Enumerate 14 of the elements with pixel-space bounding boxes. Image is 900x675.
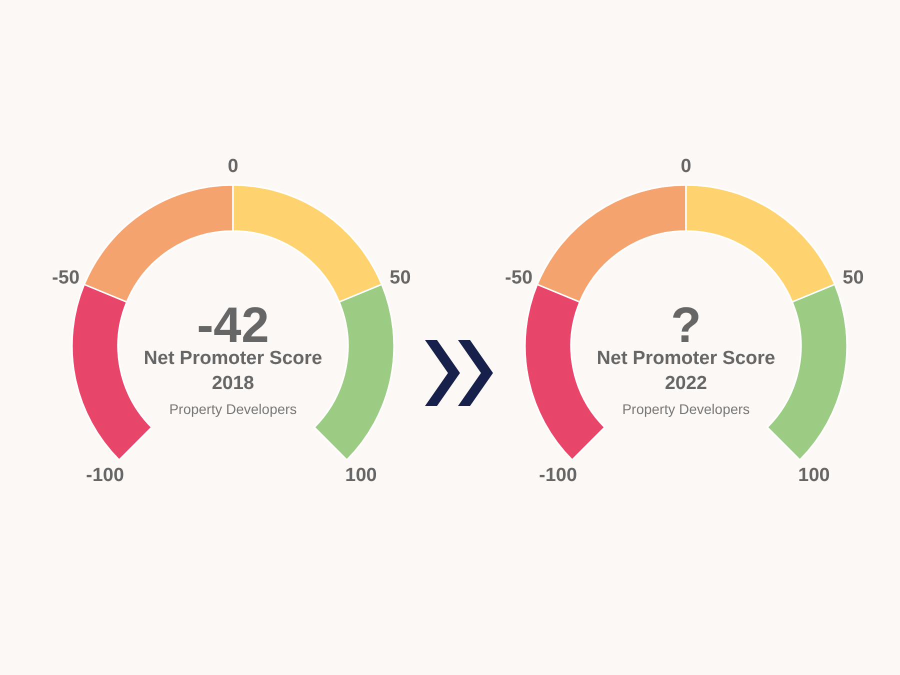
text: 50 (842, 268, 864, 289)
text: 0 (228, 156, 238, 177)
text: 50 (390, 268, 411, 289)
text: -100 (539, 464, 578, 486)
text: -50 (52, 268, 80, 289)
text: 100 (345, 464, 377, 486)
text: Property Developers (169, 401, 297, 417)
text: 2022 (664, 373, 708, 394)
text: -50 (505, 268, 533, 289)
text: 100 (798, 464, 830, 486)
text: -100 (86, 464, 124, 486)
text: Property Developers (622, 401, 750, 417)
text: 2018 (212, 373, 254, 394)
text: 0 (680, 156, 692, 177)
